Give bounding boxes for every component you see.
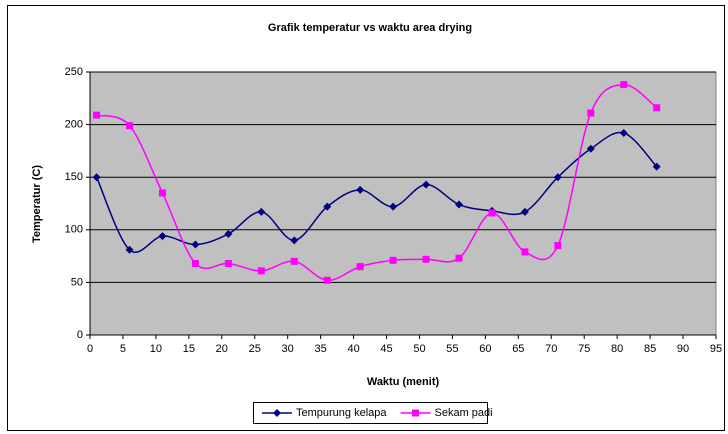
plot-area xyxy=(89,71,717,336)
marker xyxy=(422,255,430,263)
x-axis-label: Waktu (menit) xyxy=(367,376,440,388)
marker xyxy=(521,248,529,256)
marker xyxy=(290,236,299,245)
x-tick-label: 30 xyxy=(282,343,294,355)
marker xyxy=(389,256,397,264)
x-tick-label: 85 xyxy=(644,343,656,355)
marker xyxy=(488,209,496,217)
marker xyxy=(422,180,431,189)
y-tick-label: 150 xyxy=(65,171,83,183)
y-tick-label: 0 xyxy=(77,329,83,341)
x-tick-label: 0 xyxy=(87,343,93,355)
marker xyxy=(323,202,332,211)
marker xyxy=(653,104,661,112)
x-tick-label: 65 xyxy=(512,343,524,355)
marker xyxy=(652,162,661,171)
x-tick-label: 95 xyxy=(710,343,722,355)
y-tick-label: 100 xyxy=(65,224,83,236)
marker xyxy=(92,173,101,182)
x-tick-label: 35 xyxy=(315,343,327,355)
y-axis-label: Temperatur (C) xyxy=(31,165,43,243)
chart-title: Grafik temperatur vs waktu area drying xyxy=(268,22,472,34)
marker xyxy=(323,276,331,284)
marker xyxy=(290,257,298,265)
marker xyxy=(257,267,265,275)
marker xyxy=(93,111,101,119)
x-tick-label: 25 xyxy=(249,343,261,355)
marker xyxy=(356,263,364,271)
marker xyxy=(158,232,167,241)
x-tick-label: 10 xyxy=(150,343,162,355)
marker xyxy=(356,185,365,194)
legend-box xyxy=(253,402,488,424)
y-tick-label: 250 xyxy=(65,66,83,78)
marker xyxy=(553,173,562,182)
x-tick-label: 90 xyxy=(677,343,689,355)
x-tick-label: 45 xyxy=(380,343,392,355)
marker xyxy=(273,409,281,417)
x-tick-label: 15 xyxy=(183,343,195,355)
x-tick-label: 60 xyxy=(479,343,491,355)
x-tick-label: 70 xyxy=(545,343,557,355)
marker xyxy=(455,254,463,262)
y-tick-label: 50 xyxy=(71,276,83,288)
marker xyxy=(587,109,595,117)
x-tick-label: 50 xyxy=(413,343,425,355)
x-tick-label: 55 xyxy=(446,343,458,355)
marker xyxy=(125,245,134,254)
y-tick-label: 200 xyxy=(65,119,83,131)
marker xyxy=(224,259,232,267)
marker xyxy=(224,230,233,239)
marker xyxy=(554,242,562,250)
marker xyxy=(412,409,420,417)
marker xyxy=(191,240,200,249)
marker xyxy=(158,189,166,197)
series-line xyxy=(96,83,658,282)
x-tick-label: 40 xyxy=(347,343,359,355)
x-tick-label: 20 xyxy=(216,343,228,355)
legend-label: Sekam padi xyxy=(435,407,493,419)
marker xyxy=(620,81,628,89)
legend-label: Tempurung kelapa xyxy=(296,407,387,419)
marker xyxy=(126,122,134,130)
x-tick-label: 80 xyxy=(611,343,623,355)
marker xyxy=(520,207,529,216)
marker xyxy=(389,202,398,211)
marker xyxy=(191,259,199,267)
marker xyxy=(257,207,266,216)
marker xyxy=(455,200,464,209)
marker xyxy=(586,144,595,153)
x-tick-label: 5 xyxy=(120,343,126,355)
marker xyxy=(619,129,628,138)
x-tick-label: 75 xyxy=(578,343,590,355)
